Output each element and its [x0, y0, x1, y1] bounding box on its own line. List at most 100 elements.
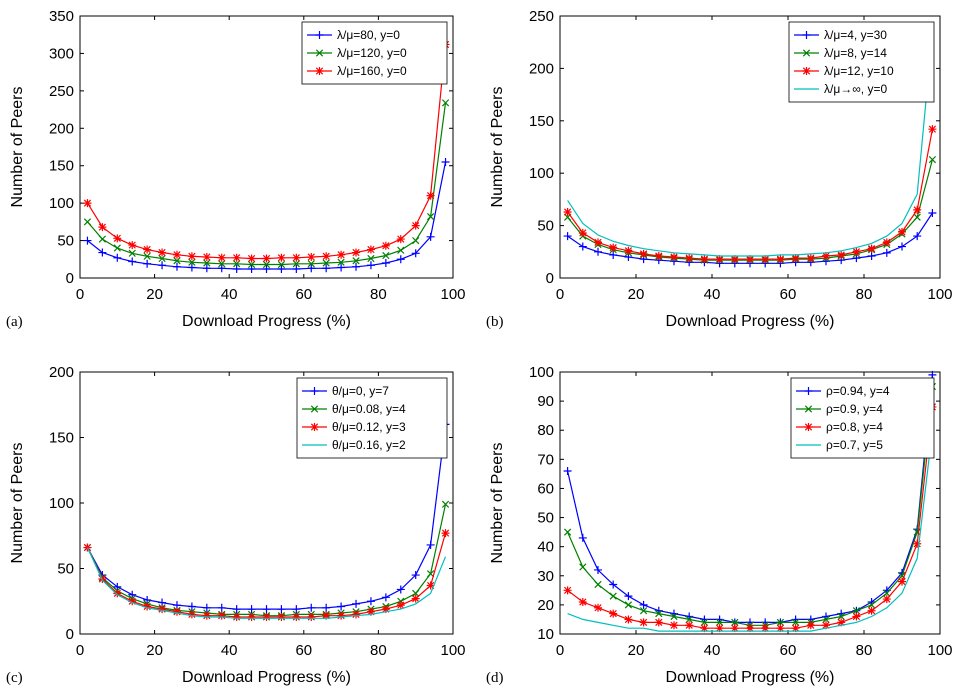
data-point — [247, 265, 256, 274]
data-point — [381, 259, 390, 268]
data-point — [441, 157, 450, 166]
x-axis-label: Download Progress (%) — [182, 669, 351, 686]
panel-label: (d) — [486, 670, 504, 686]
data-point — [352, 262, 361, 271]
data-point — [337, 263, 346, 272]
legend-marker — [802, 31, 811, 39]
series-line-2 — [567, 159, 933, 261]
y-axis-label: Number of Peers — [489, 87, 506, 208]
y-tick-label: 60 — [537, 480, 554, 497]
series-line-4 — [567, 32, 933, 257]
data-point — [624, 601, 633, 609]
y-tick-label: 300 — [49, 45, 74, 62]
data-point — [382, 251, 390, 260]
x-axis-label: Download Progress (%) — [666, 313, 835, 330]
data-point — [700, 624, 709, 633]
data-point — [913, 539, 922, 548]
data-point — [563, 528, 572, 536]
y-tick-label: 50 — [57, 233, 74, 250]
data-point — [624, 592, 633, 601]
legend-entry: ρ=0.94, y=4 — [826, 384, 890, 398]
data-point — [337, 258, 345, 266]
y-tick-label: 200 — [49, 364, 74, 381]
data-point — [822, 251, 830, 260]
data-point — [366, 245, 375, 254]
chart-panel-2: 0 20 40 60 80 100 0 50 100 150 200 250 Download Prog… — [486, 8, 953, 330]
y-tick-label: 150 — [49, 158, 74, 175]
legend-entry: λ/μ=80, y=0 — [337, 28, 400, 42]
data-point — [609, 592, 617, 600]
data-point — [806, 254, 815, 263]
x-tick-label: 20 — [146, 286, 163, 303]
data-point — [322, 603, 331, 612]
plot-area — [559, 371, 941, 635]
data-point — [247, 605, 256, 614]
series-line-2 — [87, 102, 447, 266]
legend-marker — [315, 67, 324, 75]
data-point — [579, 563, 587, 571]
data-point — [322, 259, 330, 267]
data-point — [143, 252, 151, 260]
data-point — [172, 250, 181, 259]
data-point — [913, 213, 921, 221]
data-point — [776, 255, 785, 264]
data-point — [83, 199, 92, 208]
x-tick-label: 60 — [295, 642, 312, 659]
legend-marker — [310, 387, 319, 395]
data-point — [203, 259, 211, 267]
data-point — [852, 247, 861, 256]
x-tick-label: 60 — [780, 642, 797, 659]
data-point — [292, 265, 301, 274]
x-tick-label: 100 — [440, 286, 465, 303]
data-point — [381, 593, 390, 602]
data-point — [791, 618, 800, 626]
legend-entry: ρ=0.7, y=5 — [826, 438, 883, 452]
y-tick-label: 50 — [57, 561, 74, 578]
data-point — [352, 599, 361, 608]
data-point — [776, 624, 785, 633]
data-point — [292, 260, 300, 268]
y-tick-label: 0 — [546, 270, 554, 287]
y-tick-label: 0 — [66, 270, 74, 287]
data-point — [715, 624, 724, 633]
data-point — [441, 99, 450, 107]
chart-panel-1: 0 20 40 60 80 100 0 50 100 150 200 250 300 350 Downloa… — [6, 8, 466, 330]
x-tick-label: 100 — [440, 642, 465, 659]
legend-marker — [804, 387, 813, 395]
y-tick-label: 90 — [537, 393, 554, 410]
data-point — [578, 228, 587, 237]
data-point — [882, 595, 891, 604]
legend-entry: λ/μ=4, y=30 — [824, 28, 887, 42]
data-point — [594, 238, 602, 247]
data-point — [715, 618, 724, 626]
data-point — [670, 621, 678, 630]
data-point — [128, 241, 137, 250]
x-tick-label: 80 — [856, 642, 873, 659]
data-point — [685, 615, 693, 624]
legend: θ/μ=0, y=7 θ/μ=0.08, y=4 θ/μ=0.12, y=3 θ/μ=… — [296, 377, 448, 459]
data-point — [730, 624, 739, 633]
data-point — [654, 251, 663, 260]
series-group — [563, 32, 937, 268]
x-tick-label: 0 — [556, 642, 564, 659]
data-point — [654, 618, 663, 627]
data-point — [202, 264, 211, 273]
data-point — [411, 221, 420, 230]
data-point — [396, 235, 405, 244]
data-point — [639, 607, 648, 615]
data-point — [913, 205, 922, 214]
data-point — [412, 589, 420, 598]
data-point — [322, 264, 331, 273]
data-point — [337, 250, 346, 259]
data-point — [172, 262, 181, 271]
chart-panel-4: 0 20 40 60 80 100 10 20 30 40 50 60 70 80 90 100 Downloa… — [486, 364, 953, 686]
data-point — [609, 243, 618, 252]
data-point — [83, 218, 92, 226]
data-point — [113, 244, 121, 252]
data-point — [187, 252, 196, 261]
data-point — [98, 248, 107, 257]
data-point — [218, 260, 226, 268]
data-point — [426, 191, 435, 200]
data-point — [307, 603, 316, 612]
